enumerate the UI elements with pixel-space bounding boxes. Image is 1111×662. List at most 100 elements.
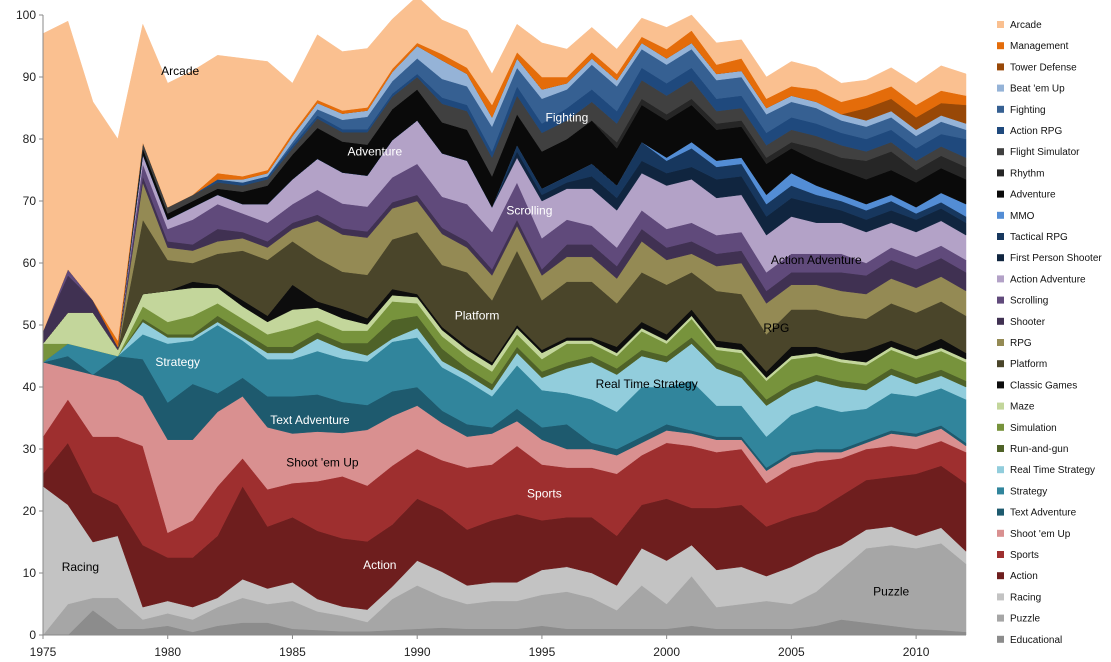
annotation-real-time-strategy: Real Time Strategy: [596, 377, 698, 391]
area-series-group: [42, 0, 967, 636]
legend-swatch: [997, 360, 1004, 368]
annotation-action-adventure: Action Adventure: [771, 253, 862, 267]
legend-swatch: [997, 445, 1004, 452]
legend-item-platform: Platform: [997, 359, 1047, 370]
legend-item-management: Management: [997, 41, 1069, 52]
legend-swatch: [997, 487, 1004, 495]
y-tick-label: 100: [16, 8, 36, 22]
legend-swatch: [997, 84, 1004, 92]
legend-label: Maze: [1010, 402, 1035, 413]
y-tick-label: 50: [23, 318, 37, 332]
x-tick-label: 1975: [30, 645, 57, 659]
x-tick-label: 2005: [778, 645, 805, 659]
legend-label: Educational: [1010, 635, 1062, 646]
annotation-fighting: Fighting: [546, 110, 589, 124]
legend-item-maze: Maze: [997, 402, 1035, 413]
annotation-rpg: RPG: [763, 321, 789, 335]
legend-item-simulation: Simulation: [997, 423, 1057, 434]
annotation-puzzle: Puzzle: [873, 585, 909, 599]
legend-swatch: [997, 551, 1004, 558]
legend-item-flight-simulator: Flight Simulator: [997, 147, 1080, 158]
legend-item-rhythm: Rhythm: [997, 168, 1044, 179]
legend-label: Flight Simulator: [1010, 147, 1080, 158]
legend-swatch: [997, 593, 1004, 601]
legend-item-rpg: RPG: [997, 338, 1032, 349]
legend-swatch: [997, 402, 1004, 410]
annotation-adventure: Adventure: [347, 144, 402, 158]
legend-swatch: [997, 190, 1004, 198]
annotation-arcade: Arcade: [161, 64, 199, 78]
legend-label: Real Time Strategy: [1010, 465, 1095, 476]
legend-swatch: [997, 529, 1004, 537]
legend-item-action-rpg: Action RPG: [997, 126, 1062, 137]
legend-swatch: [997, 254, 1004, 262]
legend-label: Adventure: [1010, 190, 1056, 201]
legend-label: Run-and-gun: [1010, 444, 1068, 455]
legend-item-arcade: Arcade: [997, 20, 1042, 31]
legend-swatch: [997, 614, 1004, 622]
legend-swatch: [997, 211, 1004, 219]
legend-item-puzzle: Puzzle: [997, 614, 1040, 625]
legend-label: Racing: [1010, 592, 1041, 603]
legend-label: Text Adventure: [1010, 508, 1077, 519]
y-tick-label: 0: [29, 628, 36, 642]
legend-item-text-adventure: Text Adventure: [997, 508, 1077, 519]
x-tick-label: 1995: [529, 645, 556, 659]
legend-label: Simulation: [1010, 423, 1057, 434]
legend-item-mmo: MMO: [997, 211, 1035, 222]
legend-label: Action RPG: [1010, 126, 1062, 137]
legend-item-adventure: Adventure: [997, 190, 1056, 201]
legend-swatch: [997, 466, 1004, 474]
legend-label: Sports: [1010, 550, 1039, 561]
area-arcade: [42, 0, 967, 342]
annotation-text-adventure: Text Adventure: [270, 413, 350, 427]
legend-swatch: [997, 275, 1004, 283]
legend-item-racing: Racing: [997, 592, 1041, 603]
annotation-racing: Racing: [62, 560, 99, 574]
legend-label: Scrolling: [1010, 296, 1048, 307]
legend-swatch: [997, 42, 1004, 50]
x-tick-label: 1980: [154, 645, 181, 659]
legend-item-fighting: Fighting: [997, 105, 1046, 116]
legend-swatch: [997, 296, 1004, 304]
x-tick-label: 2000: [653, 645, 680, 659]
legend-label: First Person Shooter: [1010, 253, 1102, 264]
legend-swatch: [997, 63, 1004, 71]
legend-swatch: [997, 21, 1004, 28]
legend-item-shoot-em-up: Shoot 'em Up: [997, 529, 1071, 540]
legend-item-action: Action: [997, 571, 1038, 582]
annotation-sports: Sports: [527, 487, 562, 501]
legend-item-educational: Educational: [997, 635, 1062, 646]
x-tick-label: 2010: [903, 645, 930, 659]
annotation-strategy: Strategy: [155, 355, 200, 369]
legend-swatch: [997, 381, 1004, 389]
legend-label: Action Adventure: [1010, 274, 1086, 285]
legend-label: Strategy: [1010, 486, 1047, 497]
legend-label: Platform: [1010, 359, 1047, 370]
y-tick-label: 90: [23, 70, 37, 84]
legend-label: Shoot 'em Up: [1010, 529, 1071, 540]
axes: 0 10 20 30 40 50 60 70 80 90 100 1975 1980 1985 1990 19…: [16, 8, 966, 659]
legend-item-run-and-gun: Run-and-gun: [997, 444, 1068, 455]
legend-item-strategy: Strategy: [997, 486, 1047, 497]
legend-swatch: [997, 635, 1004, 643]
legend-label: Classic Games: [1010, 380, 1077, 391]
legend-swatch: [997, 148, 1004, 156]
x-tick-label: 1985: [279, 645, 306, 659]
y-tick-label: 80: [23, 132, 37, 146]
legend-label: Fighting: [1010, 105, 1046, 116]
y-tick-label: 20: [23, 504, 37, 518]
annotation-platform: Platform: [455, 309, 500, 323]
legend-label: MMO: [1010, 211, 1035, 222]
legend-swatch: [997, 317, 1004, 325]
legend-label: Action: [1010, 571, 1038, 582]
y-tick-label: 70: [23, 194, 37, 208]
y-tick-label: 30: [23, 442, 37, 456]
legend-item-tower-defense: Tower Defense: [997, 62, 1077, 73]
legend-item-action-adventure: Action Adventure: [997, 274, 1086, 285]
legend-label: Rhythm: [1010, 168, 1044, 179]
area-annotations: Arcade Adventure Fighting Scrolling Action A…: [62, 64, 910, 599]
legend-label: Puzzle: [1010, 614, 1040, 625]
legend-label: Tower Defense: [1010, 62, 1077, 73]
y-tick-label: 10: [23, 566, 37, 580]
